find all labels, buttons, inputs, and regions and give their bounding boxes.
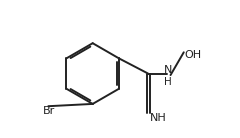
- Text: Br: Br: [43, 106, 56, 116]
- Text: NH: NH: [150, 113, 167, 123]
- Text: OH: OH: [185, 50, 202, 60]
- Text: N: N: [164, 65, 172, 75]
- Text: H: H: [164, 77, 172, 87]
